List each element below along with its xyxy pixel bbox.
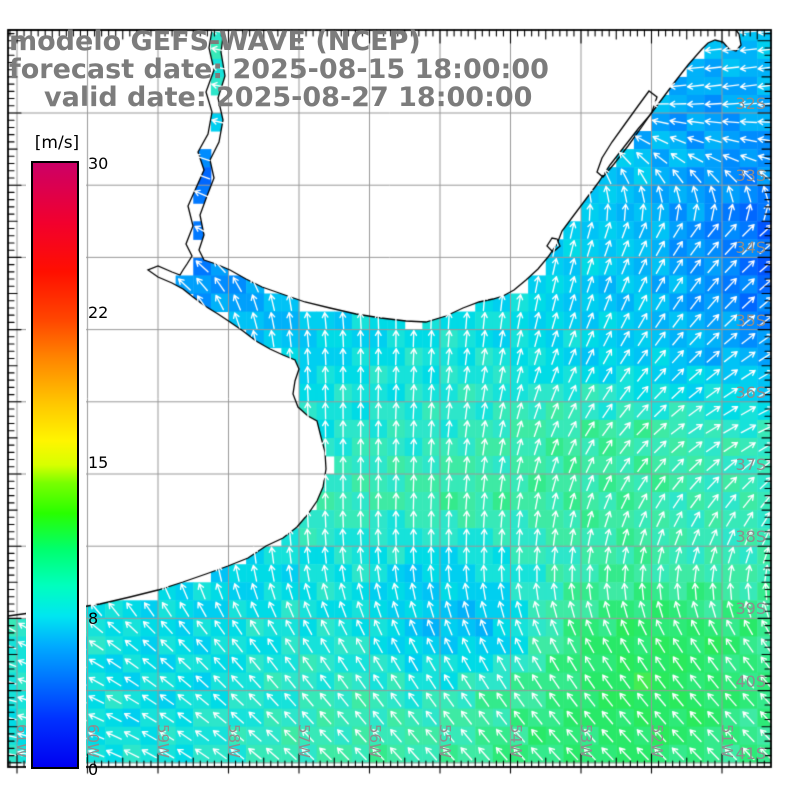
lat-label-38S: 38S xyxy=(735,527,766,547)
colorbar-unit-label: [m/s] xyxy=(34,133,80,153)
lon-label-54W: 54W xyxy=(506,724,525,758)
lon-label-58W: 58W xyxy=(224,724,243,758)
valid-date-line: valid date: 2025-08-27 18:00:00 xyxy=(44,82,533,113)
colorbar-tick-30: 30 xyxy=(88,154,109,173)
lat-label-32S: 32S xyxy=(735,94,766,113)
lon-label-56W: 56W xyxy=(365,724,384,758)
colorbar-tick-8: 8 xyxy=(88,608,99,628)
forecast-date-line: forecast date: 2025-08-15 18:00:00 xyxy=(9,54,549,85)
lon-label-57W: 57W xyxy=(295,724,313,758)
colorbar-tick-15: 15 xyxy=(88,453,109,473)
lat-label-36S: 36S xyxy=(735,382,766,402)
lon-label-51W: 51W xyxy=(718,724,736,758)
lon-label-53W: 53W xyxy=(577,724,595,758)
lat-label-35S: 35S xyxy=(735,310,766,330)
lon-label-60W: 60W xyxy=(83,724,102,758)
lon-label-52W: 52W xyxy=(647,724,666,758)
colorbar-tick-22: 22 xyxy=(88,303,109,323)
lat-label-37S: 37S xyxy=(735,455,766,474)
colorbar xyxy=(31,161,79,769)
lat-label-40S: 40S xyxy=(735,671,766,691)
lat-label-39S: 39S xyxy=(735,599,766,619)
lon-label-59W: 59W xyxy=(154,724,172,758)
model-title: modelo GEFS-WAVE (NCEP) xyxy=(9,26,421,57)
lon-label-55W: 55W xyxy=(436,724,454,758)
colorbar-tick-0: 0 xyxy=(88,760,99,779)
lat-label-33S: 33S xyxy=(735,166,766,186)
lat-label-41S: 41S xyxy=(735,743,766,763)
lat-label-34S: 34S xyxy=(735,238,766,258)
